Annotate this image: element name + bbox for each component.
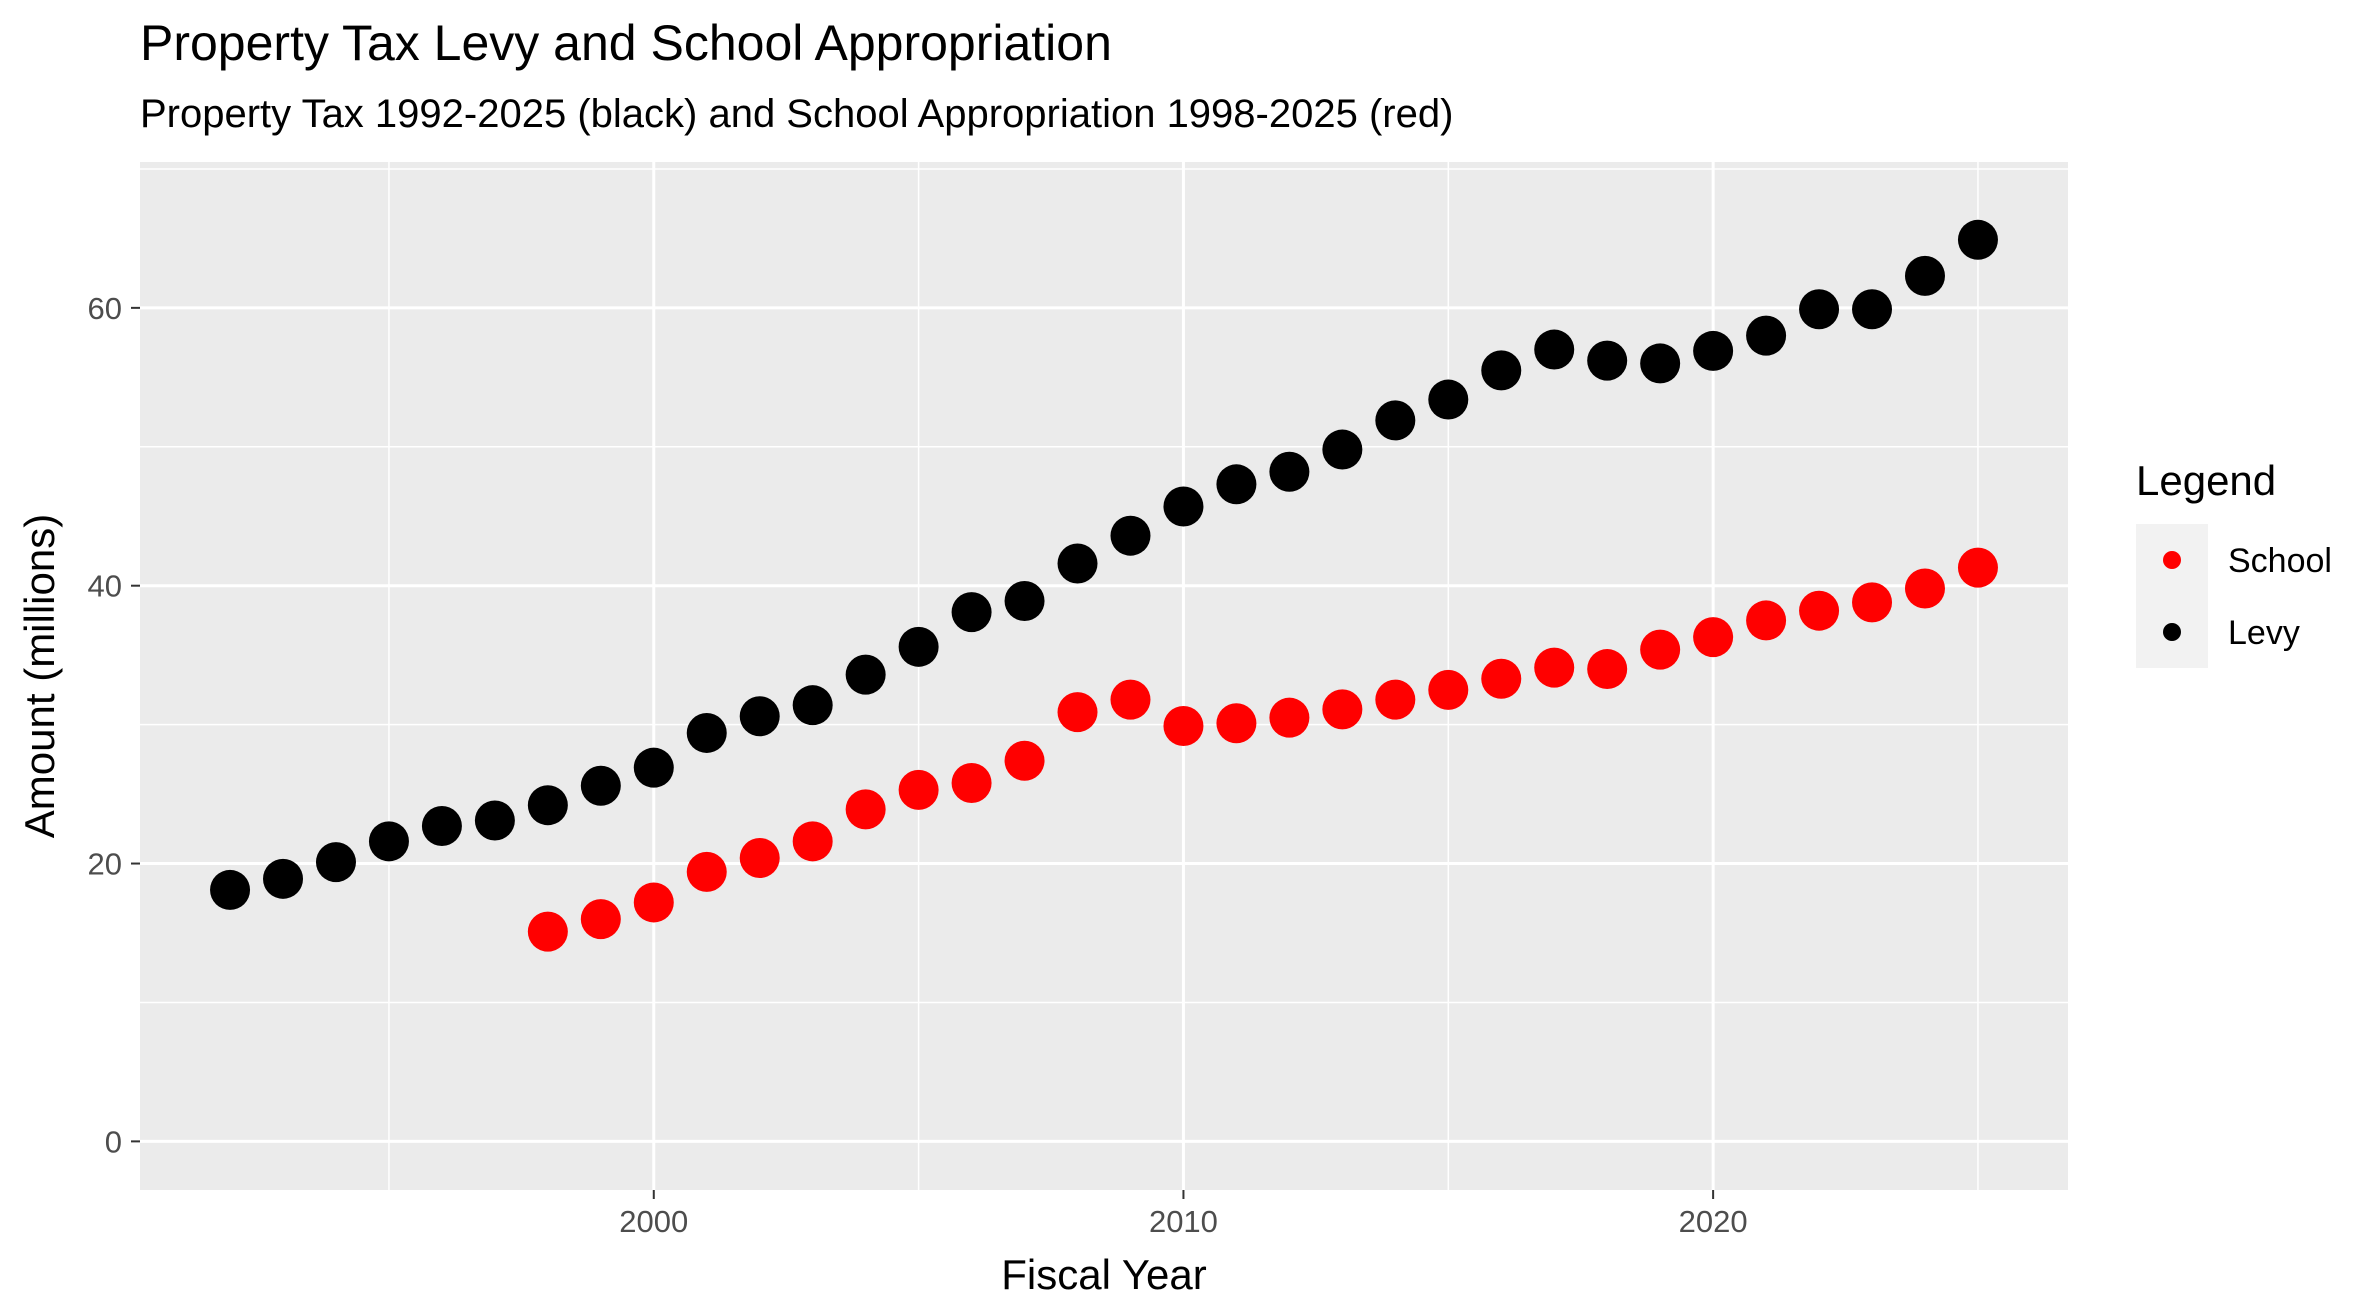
y-tick-label: 20: [88, 847, 122, 882]
data-point-levy: [1322, 429, 1363, 470]
data-point-school: [1852, 582, 1893, 623]
data-point-school: [1904, 568, 1945, 609]
data-point-school: [1163, 706, 1204, 747]
data-point-school: [739, 837, 780, 878]
data-point-school: [1693, 617, 1734, 658]
x-axis-title: Fiscal Year: [1001, 1251, 1206, 1298]
x-tick-label: 2020: [1679, 1204, 1748, 1239]
data-point-school: [1640, 629, 1681, 670]
data-point-levy: [210, 869, 251, 910]
data-point-levy: [845, 654, 886, 695]
legend-key-school: [2163, 551, 2181, 569]
data-point-levy: [474, 800, 515, 841]
data-point-levy: [1693, 330, 1734, 371]
data-point-levy: [1004, 580, 1045, 621]
data-point-levy: [1904, 255, 1945, 296]
series-school: [527, 547, 1998, 952]
data-point-school: [898, 769, 939, 810]
data-point-levy: [633, 747, 674, 788]
data-point-school: [527, 911, 568, 952]
data-point-school: [951, 762, 992, 803]
data-point-levy: [686, 712, 727, 753]
y-tick-label: 40: [88, 569, 122, 604]
data-point-school: [1110, 679, 1151, 720]
y-tick-label: 60: [88, 291, 122, 326]
data-point-levy: [368, 821, 409, 862]
legend: Legend School Levy: [2136, 457, 2332, 668]
x-tick-label: 2000: [619, 1204, 688, 1239]
data-point-school: [1481, 658, 1522, 699]
data-point-school: [845, 789, 886, 830]
data-point-levy: [1057, 543, 1098, 584]
data-point-levy: [1428, 379, 1469, 420]
chart-title: Property Tax Levy and School Appropriati…: [140, 15, 1112, 71]
legend-key-levy: [2163, 623, 2181, 641]
legend-label-levy: Levy: [2228, 614, 2300, 652]
data-point-levy: [315, 842, 356, 883]
data-point-levy: [1852, 289, 1893, 330]
data-point-school: [1322, 689, 1363, 730]
data-point-school: [686, 851, 727, 892]
data-point-levy: [951, 592, 992, 633]
legend-title: Legend: [2136, 457, 2276, 504]
grid-minor: [140, 162, 2068, 1190]
y-axis-title: Amount (millions): [16, 514, 63, 838]
data-point-school: [580, 899, 621, 940]
data-point-school: [1216, 703, 1257, 744]
series-levy: [210, 219, 1998, 910]
data-point-school: [1375, 679, 1416, 720]
data-point-levy: [1640, 343, 1681, 384]
chart-subtitle: Property Tax 1992-2025 (black) and Schoo…: [140, 92, 1454, 136]
y-tick-label: 0: [105, 1124, 122, 1159]
data-point-school: [1269, 697, 1310, 738]
data-point-levy: [263, 858, 304, 899]
data-point-levy: [1746, 315, 1787, 356]
data-point-levy: [421, 806, 462, 847]
x-tick-label: 2010: [1149, 1204, 1218, 1239]
data-point-levy: [527, 785, 568, 826]
data-point-school: [1534, 647, 1575, 688]
data-point-school: [1587, 649, 1628, 690]
data-point-levy: [1957, 219, 1998, 260]
data-point-school: [1799, 590, 1840, 631]
data-point-school: [792, 821, 833, 862]
data-point-levy: [1587, 340, 1628, 381]
data-point-school: [1957, 547, 1998, 588]
data-point-school: [1428, 669, 1469, 710]
plot-panel: [140, 162, 2068, 1190]
data-point-levy: [1534, 329, 1575, 370]
data-point-school: [633, 882, 674, 923]
data-point-levy: [1163, 486, 1204, 527]
data-point-levy: [1799, 289, 1840, 330]
legend-label-school: School: [2228, 542, 2332, 580]
data-point-levy: [739, 696, 780, 737]
data-point-levy: [1269, 451, 1310, 492]
data-point-levy: [898, 626, 939, 667]
data-point-levy: [1481, 350, 1522, 391]
data-point-levy: [1110, 515, 1151, 556]
data-point-school: [1004, 740, 1045, 781]
axis-ticks: 2000 2010 2020 0 20 40 60: [88, 291, 1748, 1239]
data-point-levy: [1216, 464, 1257, 505]
data-point-school: [1746, 600, 1787, 641]
data-point-school: [1057, 692, 1098, 733]
data-point-levy: [792, 685, 833, 726]
data-point-levy: [1375, 400, 1416, 441]
data-point-levy: [580, 765, 621, 806]
